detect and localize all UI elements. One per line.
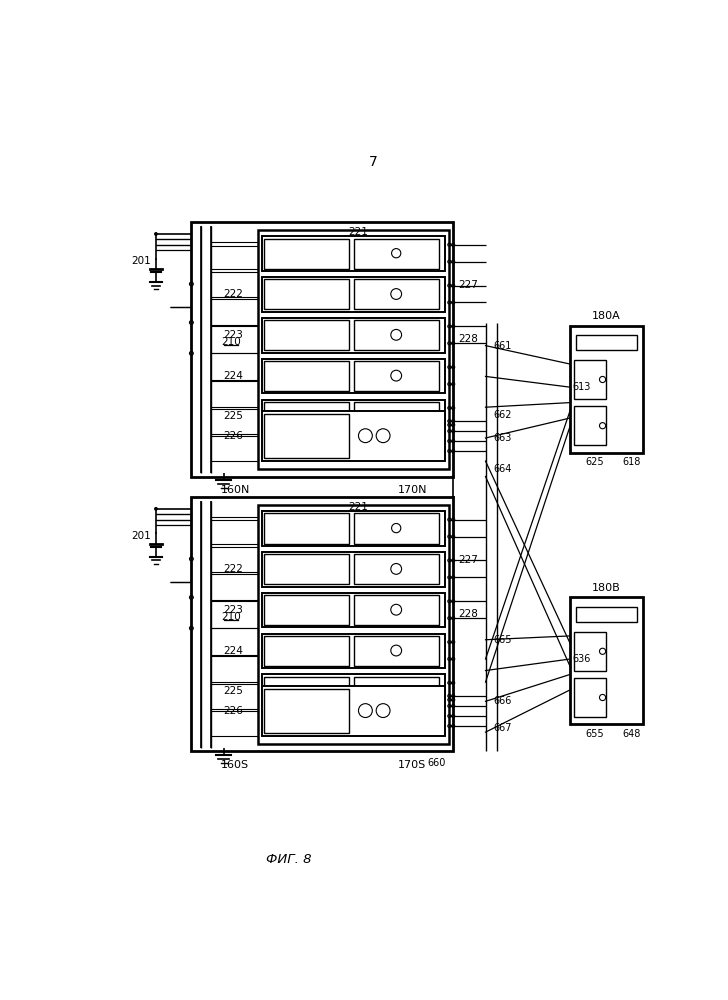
Bar [262,552,446,587]
Text: 170S: 170S [398,760,427,770]
Text: 226: 226 [223,431,243,441]
Text: ФИГ. 8: ФИГ. 8 [266,853,312,866]
Bar [264,595,349,625]
Bar [574,406,606,445]
Bar [264,677,349,707]
Text: 224: 224 [223,371,243,381]
Text: 648: 648 [622,729,641,739]
Text: 625: 625 [585,457,604,467]
Text: 227: 227 [459,555,478,565]
Bar [264,513,349,544]
Bar [354,402,439,432]
Text: 201: 201 [132,256,151,266]
Bar [264,320,349,350]
Bar [264,239,349,269]
Text: 222: 222 [223,289,243,299]
Text: 227: 227 [459,280,478,290]
Text: 660: 660 [427,758,446,768]
Bar [258,230,449,469]
Bar [191,222,453,477]
Bar [354,554,439,584]
Text: 221: 221 [348,502,368,512]
Text: 226: 226 [223,706,243,716]
Bar [354,636,439,666]
Text: 666: 666 [494,696,512,706]
Text: 655: 655 [585,729,604,739]
Text: 180B: 180B [592,583,621,593]
Bar [264,279,349,309]
Text: 663: 663 [494,433,512,443]
Bar [354,239,439,269]
Bar [262,277,446,312]
Text: 160N: 160N [221,485,250,495]
Bar [262,511,446,546]
Circle shape [154,232,158,236]
Bar [262,674,446,709]
Text: 661: 661 [494,341,512,351]
Bar [264,414,349,458]
Bar [354,513,439,544]
Bar [262,593,446,627]
Bar [570,326,644,453]
Bar [577,607,637,622]
Text: 160S: 160S [221,760,249,770]
Bar [262,400,446,434]
Bar [262,686,446,736]
Bar [354,361,439,391]
Bar [574,360,606,399]
Bar [264,402,349,432]
Bar [264,361,349,391]
Circle shape [451,475,455,478]
Text: 667: 667 [494,723,512,733]
Text: 228: 228 [459,334,478,344]
Bar [354,677,439,707]
Text: 170N: 170N [397,485,427,495]
Text: 210: 210 [221,612,241,622]
Text: 228: 228 [459,609,478,619]
Bar [354,595,439,625]
Circle shape [154,507,158,511]
Text: 636: 636 [573,654,591,664]
Bar [264,554,349,584]
Bar [258,505,449,744]
Text: 7: 7 [368,155,378,169]
Bar [574,632,606,671]
Bar [264,689,349,733]
Bar [262,318,446,353]
Text: 662: 662 [494,410,512,420]
Bar [354,320,439,350]
Text: 224: 224 [223,646,243,656]
Bar [262,236,446,271]
Text: 665: 665 [494,635,512,645]
Circle shape [451,496,455,499]
Bar [577,335,637,350]
Text: 618: 618 [622,457,641,467]
Bar [574,678,606,717]
Text: 210: 210 [221,337,241,347]
Text: 613: 613 [573,382,591,392]
Text: 225: 225 [223,411,243,421]
Bar [262,634,446,668]
Text: 221: 221 [348,227,368,237]
Text: 201: 201 [132,531,151,541]
Text: 664: 664 [494,464,512,474]
Bar [262,411,446,461]
Text: 222: 222 [223,564,243,574]
Bar [264,636,349,666]
Bar [262,359,446,393]
Text: 223: 223 [223,605,243,615]
Bar [191,497,453,751]
Text: 180A: 180A [592,311,621,321]
Text: 225: 225 [223,686,243,696]
Bar [354,279,439,309]
Bar [570,597,644,724]
Text: 223: 223 [223,330,243,340]
